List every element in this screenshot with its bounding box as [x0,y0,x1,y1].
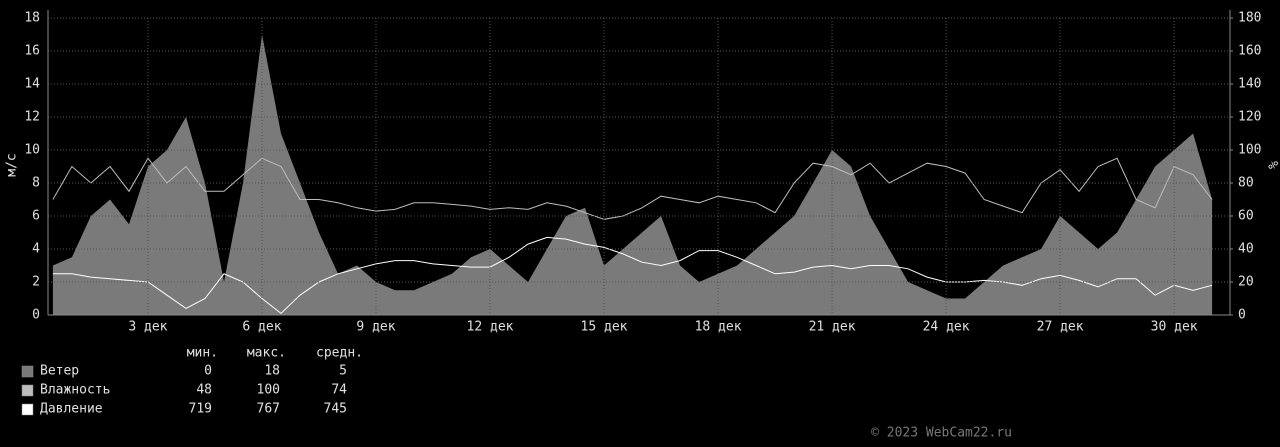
y2-tick-label: 0 [1238,308,1246,323]
y2-axis-label: % [1265,161,1280,169]
series-line [52,236,1213,315]
y2-tick-label: 80 [1238,176,1254,191]
y-tick-label: 12 [24,110,40,125]
stat-value: 100 [257,383,280,398]
y-tick-label: 16 [24,44,40,59]
stat-value: 48 [196,383,212,398]
legend-swatch [21,365,34,378]
stat-value: 18 [264,364,280,379]
legend-label: Давление [40,402,103,417]
y-tick-label: 0 [32,308,40,323]
y2-tick-label: 100 [1238,143,1261,158]
x-tick-label: 18 дек [695,320,742,335]
x-tick-label: 24 дек [923,320,970,335]
y-tick-label: 6 [32,209,40,224]
y-tick-label: 18 [24,11,40,26]
legend-label: Ветер [40,364,79,379]
y2-tick-label: 60 [1238,209,1254,224]
stat-value: 74 [331,383,347,398]
legend-label: Влажность [40,383,110,398]
series-line [52,157,1213,220]
stat-value: 767 [257,402,280,417]
y2-tick-label: 160 [1238,44,1261,59]
y-axis-label: м/с [5,153,20,176]
stat-header: средн. [316,346,363,361]
legend-swatch [21,403,34,416]
stat-header: макс. [247,346,286,361]
y-tick-label: 4 [32,242,40,257]
x-tick-label: 9 дек [356,320,395,335]
y-tick-label: 8 [32,176,40,191]
legend-swatch [21,384,34,397]
y2-tick-label: 120 [1238,110,1261,125]
x-tick-label: 3 дек [128,320,167,335]
y-tick-label: 14 [24,77,40,92]
stat-value: 719 [189,402,212,417]
stat-header: мин. [187,346,218,361]
x-tick-label: 12 дек [467,320,514,335]
y2-tick-label: 40 [1238,242,1254,257]
stat-value: 745 [324,402,347,417]
y2-tick-label: 180 [1238,11,1261,26]
stat-value: 0 [204,364,212,379]
y-tick-label: 10 [24,143,40,158]
stat-value: 5 [339,364,347,379]
y2-tick-label: 140 [1238,77,1261,92]
x-tick-label: 30 дек [1151,320,1198,335]
x-tick-label: 6 дек [242,320,281,335]
y-tick-label: 2 [32,275,40,290]
x-tick-label: 15 дек [581,320,628,335]
y2-tick-label: 20 [1238,275,1254,290]
copyright: © 2023 WebCam22.ru [871,426,1012,441]
wind-area [52,34,1213,315]
x-tick-label: 21 дек [809,320,856,335]
x-tick-label: 27 дек [1037,320,1084,335]
